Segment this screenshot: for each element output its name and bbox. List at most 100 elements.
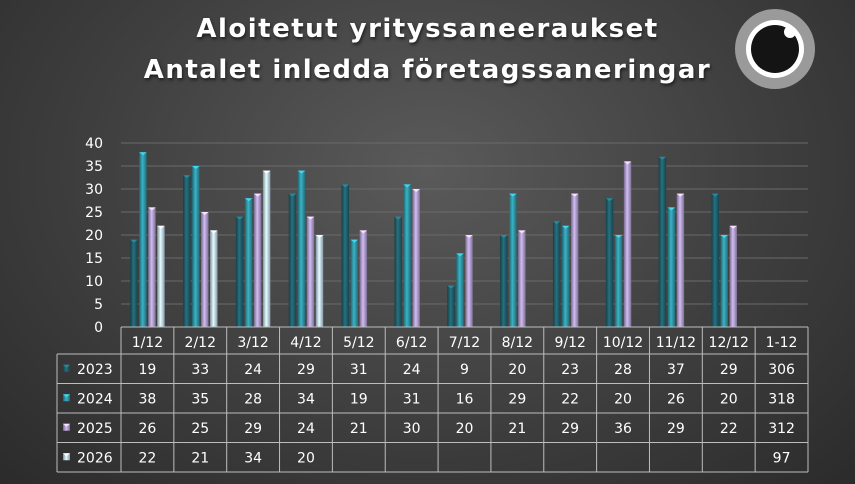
bar-2023-6/12 — [394, 216, 402, 327]
legend-key-cap — [63, 394, 70, 398]
category-label: 11/12 — [656, 335, 696, 351]
y-tick-label: 40 — [85, 136, 103, 152]
y-tick-label: 10 — [85, 274, 103, 290]
y-tick-label: 15 — [85, 251, 103, 267]
bar-cap — [192, 166, 200, 169]
legend-label-2023: 2023 — [77, 362, 113, 378]
table-cell: 16 — [456, 391, 474, 407]
category-label: 9/12 — [554, 335, 585, 351]
table-cell: 21 — [508, 421, 526, 437]
bar-2024-9/12 — [561, 225, 570, 327]
category-label: 10/12 — [603, 335, 643, 351]
category-label: 2/12 — [185, 335, 216, 351]
y-tick-label: 35 — [85, 159, 103, 175]
y-tick-label: 25 — [85, 205, 103, 221]
legend-key-2023 — [63, 364, 70, 372]
category-label: 8/12 — [502, 335, 533, 351]
table-cell: 33 — [191, 362, 209, 378]
bar-cap — [315, 235, 324, 238]
bar-2024-12/12 — [720, 235, 728, 327]
table-cell: 25 — [191, 421, 209, 437]
bar-2026-2/12 — [210, 230, 218, 327]
bar-2023-8/12 — [500, 235, 508, 327]
bar-2026-1/12 — [157, 225, 165, 327]
table-cell: 34 — [244, 450, 262, 466]
bar-cap — [341, 184, 350, 188]
bar-2024-4/12 — [297, 170, 306, 327]
bar-2023-2/12 — [183, 175, 191, 327]
table-cell: 28 — [614, 362, 632, 378]
bar-cap — [570, 193, 579, 197]
bar-2024-8/12 — [509, 193, 517, 327]
table-cell: 20 — [297, 450, 315, 466]
bar-cap — [667, 207, 676, 211]
table-cell: 20 — [456, 421, 474, 437]
bar-cap — [350, 239, 359, 243]
category-label: 3/12 — [237, 335, 268, 351]
bar-cap — [130, 239, 138, 243]
table-cell: 34 — [297, 391, 315, 407]
bar-cap — [262, 170, 271, 174]
table-cell: 24 — [297, 421, 315, 437]
bar-2024-2/12 — [192, 166, 200, 327]
legend-key-2024 — [63, 394, 70, 402]
bar-cap — [183, 175, 191, 179]
table-cell: 22 — [720, 421, 738, 437]
bar-cap — [288, 193, 297, 197]
table-total-cell: 312 — [768, 421, 795, 437]
bar-2026-4/12 — [315, 235, 324, 327]
table-cell: 29 — [297, 362, 315, 378]
bar-2025-7/12 — [465, 235, 473, 327]
bar-2025-12/12 — [729, 225, 737, 327]
bar-cap — [306, 216, 315, 220]
table-cell: 38 — [139, 391, 157, 407]
y-tick-label: 20 — [85, 228, 103, 244]
table-cell: 24 — [244, 362, 262, 378]
table-cell: 19 — [139, 362, 157, 378]
bar-2023-11/12 — [658, 156, 667, 327]
bar-cap — [244, 198, 253, 202]
bar-cap — [235, 216, 244, 220]
bar-2026-3/12 — [262, 170, 271, 327]
legend-key-cap — [63, 453, 70, 457]
y-tick-label: 5 — [94, 297, 103, 313]
bar-2025-4/12 — [306, 216, 315, 327]
category-label: 1/12 — [132, 335, 163, 351]
bar-cap — [518, 230, 526, 234]
table-cell: 19 — [350, 391, 368, 407]
bar-2024-10/12 — [614, 235, 623, 327]
table-cell: 9 — [460, 362, 469, 378]
bar-cap — [201, 212, 209, 215]
table-cell: 21 — [191, 450, 209, 466]
bar-2025-9/12 — [570, 193, 579, 327]
bar-cap — [394, 216, 402, 220]
bar-cap — [605, 198, 614, 202]
table-cell: 22 — [139, 450, 157, 466]
legend-label-2026: 2026 — [77, 450, 113, 466]
bar-cap — [403, 184, 411, 188]
bar-2025-11/12 — [676, 193, 685, 327]
y-tick-label: 30 — [85, 182, 103, 198]
bar-cap — [359, 230, 368, 234]
table-cell: 22 — [561, 391, 579, 407]
bar-2024-7/12 — [456, 253, 464, 327]
bar-2024-6/12 — [403, 184, 411, 327]
gridlines — [121, 142, 808, 305]
category-label: 1-12 — [766, 335, 798, 351]
chart-title-swedish: Antalet inledda företagssaneringar — [143, 55, 712, 85]
table-cell: 23 — [561, 362, 579, 378]
table-cell: 20 — [720, 391, 738, 407]
bar-cap — [509, 193, 517, 197]
table-cell: 29 — [561, 421, 579, 437]
bar-cap — [412, 189, 420, 192]
bar-2025-10/12 — [623, 161, 632, 327]
bar-cap — [614, 235, 623, 238]
legend-key-2026 — [63, 453, 70, 461]
table-cell: 31 — [403, 391, 421, 407]
bar-2023-1/12 — [130, 239, 138, 327]
table-cell: 29 — [720, 362, 738, 378]
bar-2023-3/12 — [235, 216, 244, 327]
chart-title-finnish: Aloitetut yrityssaneeraukset — [196, 14, 659, 44]
table-cell: 24 — [403, 362, 421, 378]
